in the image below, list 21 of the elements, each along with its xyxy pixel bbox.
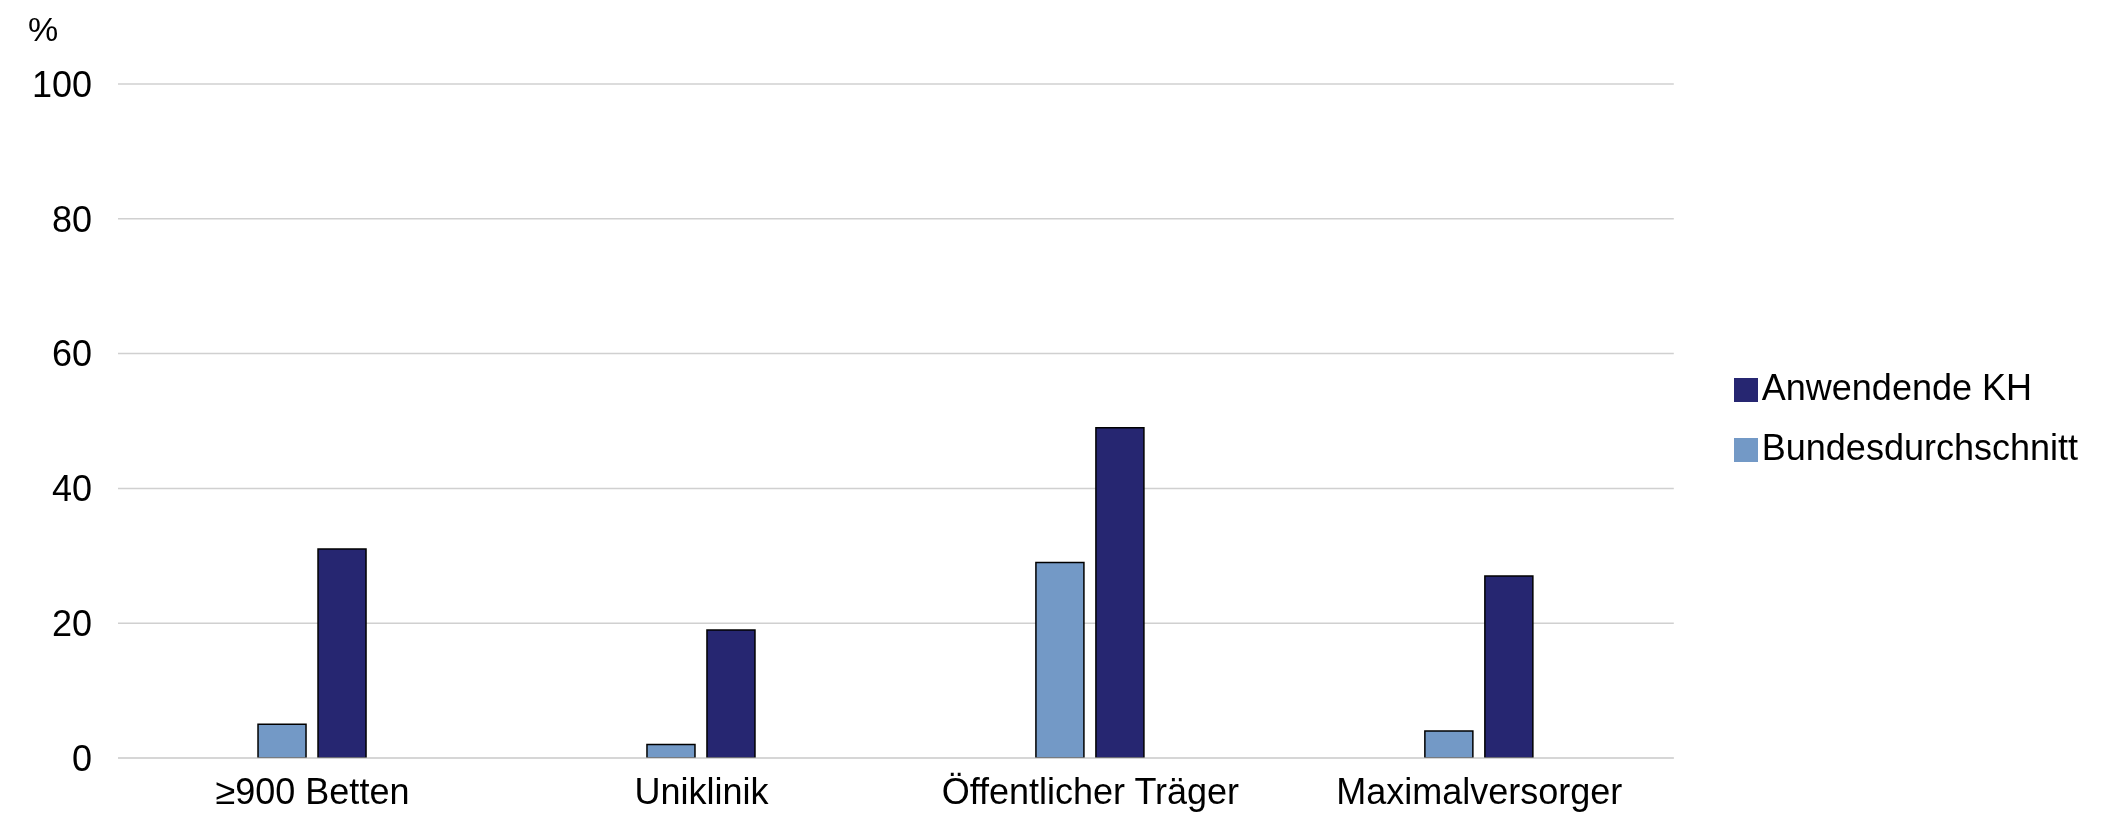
- x-tick-label: ≥900 Betten: [215, 770, 410, 812]
- y-tick-label: 20: [51, 602, 92, 644]
- y-tick-label: 100: [31, 63, 92, 105]
- y-tick-label: 40: [51, 468, 92, 510]
- bar: [1424, 730, 1474, 758]
- x-tick-label: Öffentlicher Träger: [941, 770, 1240, 812]
- x-tick-label: Uniklinik: [634, 770, 770, 812]
- y-tick-label: 80: [51, 198, 92, 240]
- x-tick-label: Maximalversorger: [1336, 770, 1623, 812]
- legend-label: Bundesdurchschnitt: [1761, 427, 2078, 468]
- bar: [646, 743, 696, 758]
- bar: [317, 548, 367, 758]
- y-axis-title: %: [28, 10, 59, 49]
- bar: [1095, 426, 1145, 758]
- y-tick-label: 60: [51, 333, 92, 375]
- legend-label: Anwendende KH: [1761, 367, 2032, 408]
- bar: [1484, 575, 1534, 758]
- y-tick-label: 0: [71, 737, 92, 779]
- bar: [706, 629, 756, 758]
- bar: [1035, 561, 1085, 758]
- bar: [257, 723, 307, 758]
